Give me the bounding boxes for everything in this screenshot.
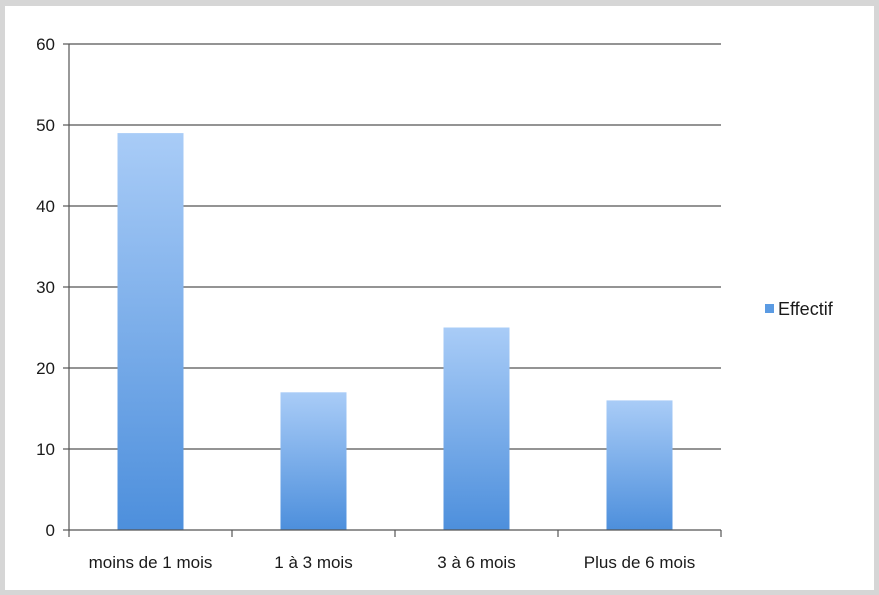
- bar-4: [606, 400, 673, 530]
- y-tick-label: 40: [36, 197, 55, 216]
- y-tick-label: 0: [46, 521, 55, 540]
- bar-1: [117, 133, 184, 530]
- y-tick-label: 50: [36, 116, 55, 135]
- y-tick-label: 60: [36, 35, 55, 54]
- y-tick-label: 20: [36, 359, 55, 378]
- bar-chart: 0 10 20 30 40 50 60 moins de 1 mois 1 à 3 mois 3 …: [36, 35, 834, 572]
- bar-2: [280, 392, 347, 530]
- legend-swatch: [765, 304, 774, 313]
- legend-label: Effectif: [778, 299, 834, 319]
- chart-area: 0 10 20 30 40 50 60 moins de 1 mois 1 à 3 mois 3 …: [5, 6, 874, 590]
- x-category-label: Plus de 6 mois: [584, 553, 696, 572]
- bar-3: [443, 327, 510, 530]
- x-category-label: 3 à 6 mois: [437, 553, 515, 572]
- x-category-label: moins de 1 mois: [89, 553, 213, 572]
- x-category-label: 1 à 3 mois: [274, 553, 352, 572]
- y-tick-label: 30: [36, 278, 55, 297]
- y-tick-label: 10: [36, 440, 55, 459]
